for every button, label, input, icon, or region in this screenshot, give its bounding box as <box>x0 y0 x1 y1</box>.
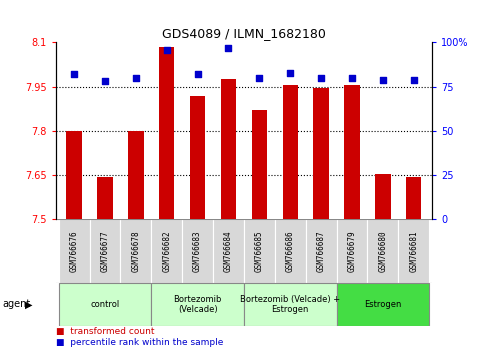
Bar <box>190 96 205 219</box>
Point <box>410 77 418 82</box>
Bar <box>151 283 244 326</box>
Bar <box>337 219 368 283</box>
Bar <box>159 47 174 219</box>
Point <box>286 70 294 75</box>
Text: GSM766684: GSM766684 <box>224 230 233 272</box>
Text: GSM766683: GSM766683 <box>193 230 202 272</box>
Bar <box>97 177 113 219</box>
Point <box>256 75 263 81</box>
Bar <box>368 219 398 283</box>
Bar <box>283 85 298 219</box>
Bar <box>221 79 236 219</box>
Bar <box>244 283 337 326</box>
Text: Bortezomib (Velcade) +
Estrogen: Bortezomib (Velcade) + Estrogen <box>240 295 341 314</box>
Bar <box>58 283 151 326</box>
Text: Estrogen: Estrogen <box>364 300 401 309</box>
Text: GSM766676: GSM766676 <box>70 230 79 272</box>
Point <box>132 75 140 81</box>
Bar <box>120 219 151 283</box>
Bar <box>252 110 267 219</box>
Point <box>379 77 387 82</box>
Bar <box>89 219 120 283</box>
Bar <box>182 219 213 283</box>
Text: Bortezomib
(Velcade): Bortezomib (Velcade) <box>173 295 222 314</box>
Text: ■  percentile rank within the sample: ■ percentile rank within the sample <box>56 338 223 347</box>
Bar <box>375 174 391 219</box>
Text: GSM766682: GSM766682 <box>162 230 171 272</box>
Point <box>163 47 170 52</box>
Bar <box>128 131 143 219</box>
Title: GDS4089 / ILMN_1682180: GDS4089 / ILMN_1682180 <box>162 27 326 40</box>
Text: GSM766681: GSM766681 <box>409 230 418 272</box>
Bar <box>58 219 89 283</box>
Text: GSM766685: GSM766685 <box>255 230 264 272</box>
Text: GSM766678: GSM766678 <box>131 230 141 272</box>
Bar <box>344 85 360 219</box>
Bar <box>244 219 275 283</box>
Text: GSM766677: GSM766677 <box>100 230 110 272</box>
Point <box>225 45 232 51</box>
Text: GSM766680: GSM766680 <box>378 230 387 272</box>
Bar <box>337 283 429 326</box>
Bar <box>306 219 337 283</box>
Point <box>101 79 109 84</box>
Point <box>317 75 325 81</box>
Text: ■  transformed count: ■ transformed count <box>56 327 154 336</box>
Text: agent: agent <box>2 299 30 309</box>
Text: GSM766686: GSM766686 <box>286 230 295 272</box>
Text: control: control <box>90 300 120 309</box>
Text: GSM766679: GSM766679 <box>347 230 356 272</box>
Bar <box>151 219 182 283</box>
Bar <box>406 177 422 219</box>
Bar <box>275 219 306 283</box>
Bar <box>66 131 82 219</box>
Bar <box>313 88 329 219</box>
Point <box>70 72 78 77</box>
Bar <box>398 219 429 283</box>
Text: ▶: ▶ <box>25 299 33 309</box>
Bar <box>213 219 244 283</box>
Text: GSM766687: GSM766687 <box>317 230 326 272</box>
Point <box>194 72 201 77</box>
Point <box>348 75 356 81</box>
